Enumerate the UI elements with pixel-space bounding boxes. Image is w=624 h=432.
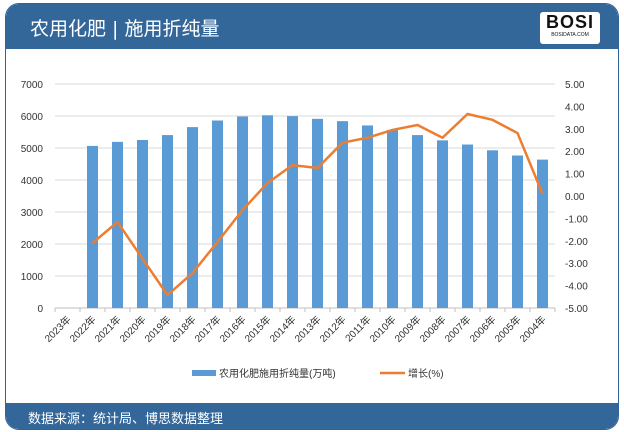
data-source: 数据来源：统计局、博思数据整理 xyxy=(28,412,224,427)
bar xyxy=(162,135,173,308)
x-tick-label: 2017年 xyxy=(192,313,224,345)
y-right-tick-label: 3.00 xyxy=(565,125,585,136)
x-tick-label: 2007年 xyxy=(442,313,474,345)
x-tick-label: 2008年 xyxy=(417,313,449,345)
y-right-tick-label: 4.00 xyxy=(565,102,585,113)
bar xyxy=(512,155,523,308)
bar xyxy=(212,120,223,309)
y-left-tick-label: 1000 xyxy=(21,272,44,283)
bar xyxy=(412,135,423,308)
x-tick-label: 2018年 xyxy=(167,313,199,345)
legend-bar-label: 农用化肥施用折纯量(万吨) xyxy=(219,367,336,380)
y-left-tick-label: 6000 xyxy=(21,112,44,123)
y-left-tick-label: 3000 xyxy=(21,208,44,219)
x-tick-label: 2016年 xyxy=(217,313,249,345)
y-left-tick-label: 2000 xyxy=(21,240,44,251)
y-right-tick-label: -3.00 xyxy=(565,259,588,270)
bar xyxy=(362,125,373,308)
y-left-tick-label: 7000 xyxy=(21,80,44,91)
x-tick-label: 2014年 xyxy=(267,313,299,345)
bar xyxy=(262,115,273,308)
x-tick-label: 2015年 xyxy=(242,313,274,345)
y-right-tick-label: 5.00 xyxy=(565,80,585,91)
y-right-tick-label: -5.00 xyxy=(565,304,588,315)
x-tick-label: 2013年 xyxy=(292,313,324,345)
footer-bar: 数据来源：统计局、博思数据整理 xyxy=(6,403,618,429)
x-tick-label: 2006年 xyxy=(467,313,499,345)
y-right-tick-label: -4.00 xyxy=(565,282,588,293)
y-left-tick-label: 0 xyxy=(37,304,43,315)
bar xyxy=(537,159,548,308)
y-right-tick-label: 1.00 xyxy=(565,170,585,181)
bosi-logo: BOSI BOSIDATA.COM xyxy=(540,12,600,44)
x-tick-label: 2010年 xyxy=(367,313,399,345)
bar xyxy=(462,144,473,308)
x-tick-label: 2012年 xyxy=(317,313,349,345)
legend-bar-swatch xyxy=(192,370,216,376)
x-tick-label: 2011年 xyxy=(342,313,373,344)
y-right-tick-label: 2.00 xyxy=(565,147,585,158)
chart-title: 农用化肥 | 施用折纯量 xyxy=(30,18,220,40)
bar xyxy=(487,150,498,308)
bar xyxy=(187,127,198,308)
bar xyxy=(137,139,148,308)
logo-subtext: BOSIDATA.COM xyxy=(551,32,589,38)
bar xyxy=(312,118,323,308)
logo-text: BOSI xyxy=(545,12,594,32)
x-tick-label: 2004年 xyxy=(517,313,549,345)
bar xyxy=(112,141,123,308)
x-tick-label: 2019年 xyxy=(142,313,174,345)
x-tick-label: 2022年 xyxy=(67,313,99,345)
bar xyxy=(337,121,348,308)
y-right-tick-label: -2.00 xyxy=(565,237,588,248)
bar xyxy=(387,130,398,308)
growth-line xyxy=(91,112,544,297)
x-tick-label: 2020年 xyxy=(117,313,149,345)
x-tick-label: 2023年 xyxy=(42,313,74,345)
legend-line-label: 增长(%) xyxy=(408,367,444,380)
x-tick-label: 2005年 xyxy=(492,313,524,345)
y-right-tick-label: -1.00 xyxy=(565,214,588,225)
y-left-tick-label: 5000 xyxy=(21,144,44,155)
x-tick-label: 2009年 xyxy=(392,313,424,345)
y-right-tick-label: 0.00 xyxy=(565,192,585,203)
bar xyxy=(287,116,298,309)
y-left-tick-label: 4000 xyxy=(21,176,44,187)
bar xyxy=(237,116,248,309)
x-tick-label: 2021年 xyxy=(92,313,124,345)
bar xyxy=(87,145,98,308)
bar xyxy=(437,140,448,308)
header-bar: 农用化肥 | 施用折纯量 BOSI BOSIDATA.COM xyxy=(6,4,618,49)
